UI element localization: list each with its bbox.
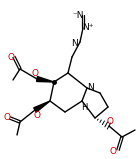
Text: N⁺: N⁺ (82, 24, 94, 32)
Text: O: O (8, 53, 14, 62)
Polygon shape (37, 76, 54, 82)
Text: O: O (32, 69, 39, 79)
Text: H: H (81, 104, 87, 113)
Text: O: O (33, 111, 40, 120)
Text: O: O (3, 113, 11, 121)
Text: O: O (110, 148, 116, 156)
Text: N: N (88, 83, 94, 91)
Text: O: O (106, 117, 114, 125)
Polygon shape (34, 101, 50, 112)
Text: ⁻N: ⁻N (72, 10, 84, 20)
Text: N: N (72, 38, 78, 48)
